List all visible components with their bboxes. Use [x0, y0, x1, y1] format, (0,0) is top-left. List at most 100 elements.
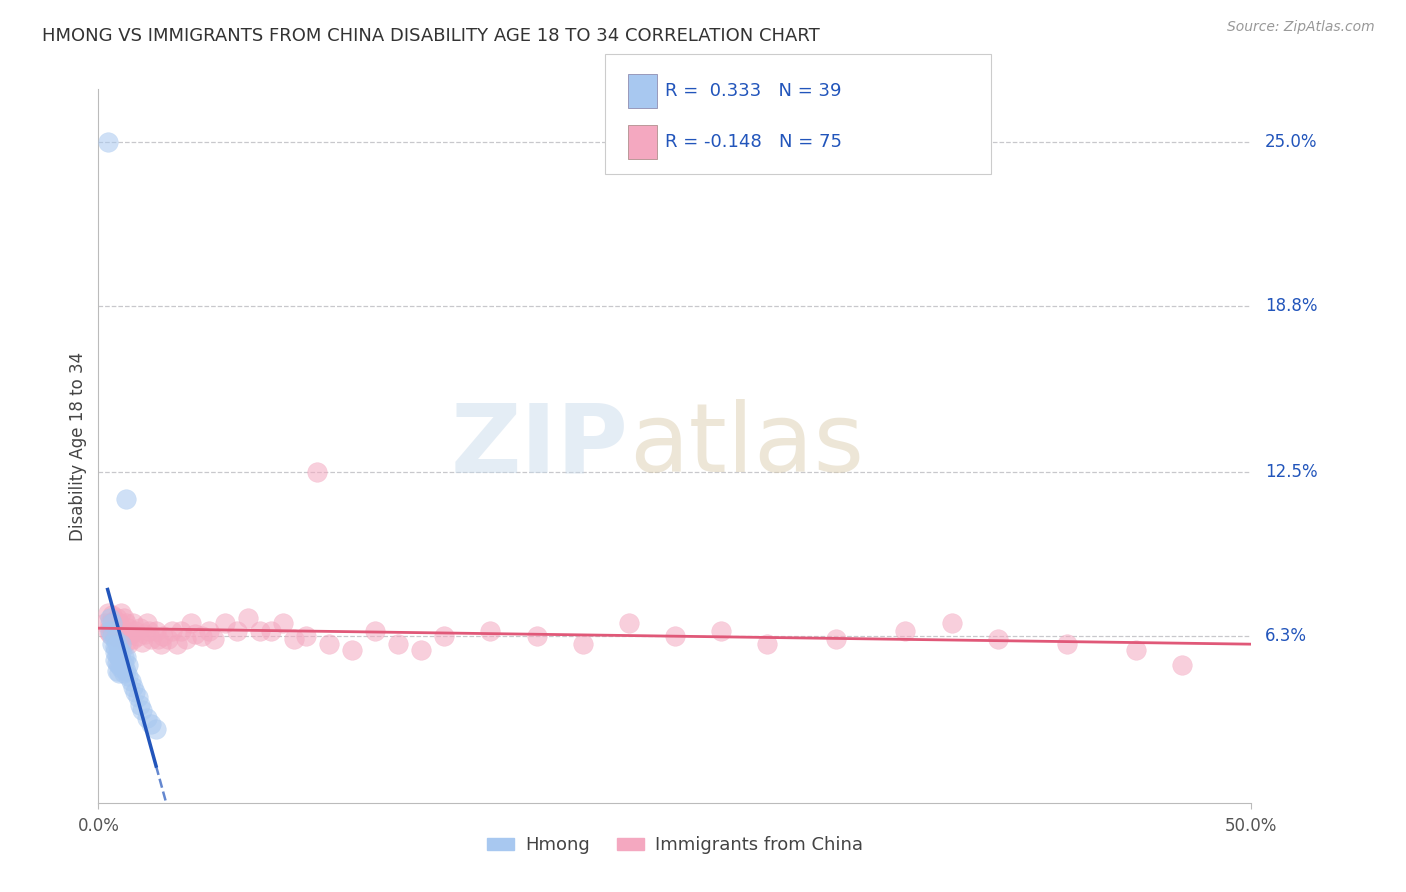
Point — [94, 616, 117, 631]
Point — [108, 642, 131, 657]
Point — [117, 658, 139, 673]
Point — [214, 616, 236, 631]
Point — [105, 648, 128, 662]
Point — [112, 611, 135, 625]
Point — [101, 624, 124, 638]
Point — [260, 624, 283, 638]
Point — [112, 629, 135, 643]
Point — [110, 606, 132, 620]
Point — [894, 624, 917, 638]
Point — [364, 624, 387, 638]
Point — [122, 632, 145, 646]
Point — [103, 614, 125, 628]
Text: R = -0.148   N = 75: R = -0.148 N = 75 — [665, 133, 842, 151]
Point — [120, 626, 142, 640]
Point — [110, 645, 132, 659]
Point — [941, 616, 963, 631]
Point — [238, 611, 260, 625]
Text: 12.5%: 12.5% — [1265, 464, 1317, 482]
Point — [617, 616, 640, 631]
Point — [135, 616, 157, 631]
Point — [112, 666, 135, 681]
Point — [105, 611, 128, 625]
Point — [105, 626, 128, 640]
Point — [117, 621, 139, 635]
Point — [295, 629, 318, 643]
Point — [117, 637, 139, 651]
Point — [120, 674, 142, 689]
Point — [97, 624, 120, 638]
Point — [141, 716, 163, 731]
Point — [115, 650, 138, 665]
Point — [180, 616, 202, 631]
Point — [98, 626, 121, 640]
Point — [411, 642, 433, 657]
Point — [225, 624, 247, 638]
Point — [108, 666, 131, 681]
Point — [110, 653, 132, 667]
Point — [110, 637, 132, 651]
Point — [141, 632, 163, 646]
Point — [145, 722, 167, 736]
Point — [202, 632, 225, 646]
Point — [318, 637, 340, 651]
Point — [184, 626, 207, 640]
Point — [115, 664, 138, 678]
Point — [112, 658, 135, 673]
Point — [149, 637, 172, 651]
Point — [103, 629, 125, 643]
Text: ZIP: ZIP — [451, 400, 628, 492]
Text: 25.0%: 25.0% — [1265, 133, 1317, 151]
Point — [105, 664, 128, 678]
Point — [825, 632, 848, 646]
Point — [756, 637, 779, 651]
Point — [145, 624, 167, 638]
Point — [160, 624, 183, 638]
Point — [127, 690, 149, 704]
Point — [433, 629, 456, 643]
Text: HMONG VS IMMIGRANTS FROM CHINA DISABILITY AGE 18 TO 34 CORRELATION CHART: HMONG VS IMMIGRANTS FROM CHINA DISABILIT… — [42, 27, 820, 45]
Point — [105, 637, 128, 651]
Point — [271, 616, 294, 631]
Point — [122, 616, 145, 631]
Point — [97, 606, 120, 620]
Point — [1056, 637, 1078, 651]
Point — [108, 616, 131, 631]
Y-axis label: Disability Age 18 to 34: Disability Age 18 to 34 — [69, 351, 87, 541]
Point — [710, 624, 733, 638]
Point — [156, 632, 179, 646]
Point — [131, 703, 153, 717]
Point — [340, 642, 363, 657]
Point — [129, 698, 152, 712]
Point — [98, 624, 121, 638]
Point — [387, 637, 409, 651]
Point — [108, 658, 131, 673]
Point — [117, 669, 139, 683]
Point — [191, 629, 214, 643]
Point — [101, 608, 124, 623]
Point — [105, 656, 128, 670]
Point — [479, 624, 502, 638]
Text: 6.3%: 6.3% — [1265, 627, 1308, 645]
Point — [110, 624, 132, 638]
Point — [124, 685, 146, 699]
Point — [129, 621, 152, 635]
Point — [152, 629, 174, 643]
Point — [135, 711, 157, 725]
Point — [166, 637, 188, 651]
Point — [101, 637, 124, 651]
Point — [174, 632, 197, 646]
Point — [108, 650, 131, 665]
Point — [307, 466, 329, 480]
Point — [101, 616, 124, 631]
Point — [112, 650, 135, 665]
Point — [131, 634, 153, 648]
Point — [110, 661, 132, 675]
Point — [122, 680, 145, 694]
Text: R =  0.333   N = 39: R = 0.333 N = 39 — [665, 82, 842, 101]
Point — [198, 624, 221, 638]
Point — [249, 624, 271, 638]
Text: Source: ZipAtlas.com: Source: ZipAtlas.com — [1227, 20, 1375, 34]
Text: 18.8%: 18.8% — [1265, 297, 1317, 315]
Text: atlas: atlas — [628, 400, 863, 492]
